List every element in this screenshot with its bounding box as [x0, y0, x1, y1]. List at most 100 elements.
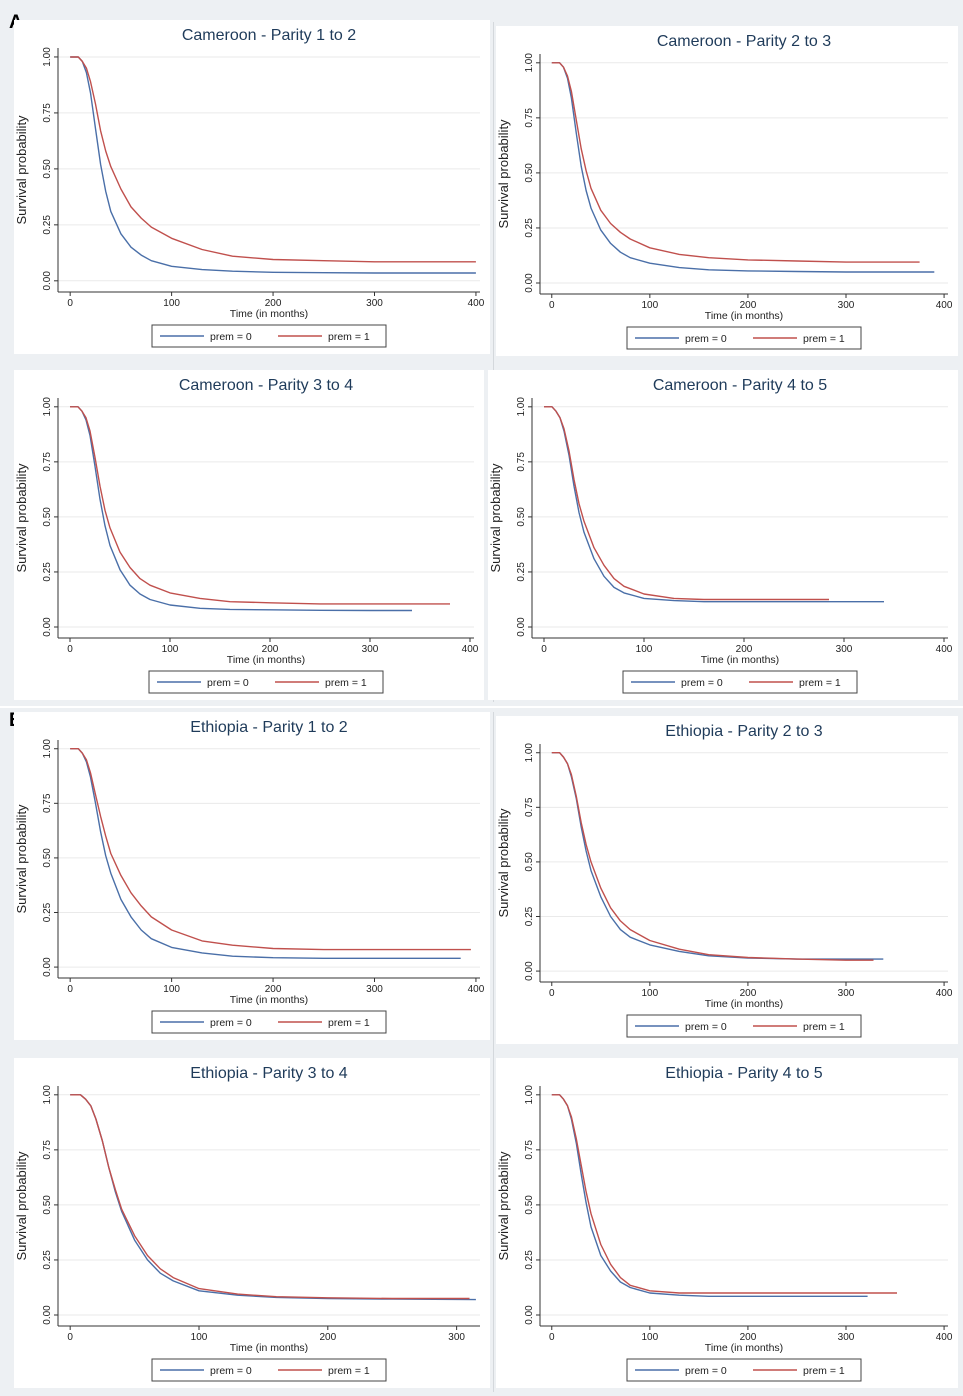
- series-line-prem-1: [544, 406, 829, 601]
- chart-svg: Ethiopia - Parity 3 to 4 0 100 200 300 0.00 0.…: [14, 1058, 490, 1388]
- y-tick-label: 0.00: [516, 617, 527, 637]
- y-tick-label: 1.00: [42, 1085, 53, 1105]
- chart-svg: Cameroon - Parity 2 to 3 0 100 200 300 400 0.0…: [496, 26, 958, 356]
- legend-entry: prem = 0: [207, 677, 249, 689]
- chart-title: Ethiopia - Parity 3 to 4: [190, 1065, 348, 1082]
- legend-box: [626, 1358, 862, 1382]
- y-axis-label: Survival probability: [496, 808, 511, 918]
- chart-title: Ethiopia - Parity 1 to 2: [190, 719, 348, 736]
- x-tick-label: 300: [836, 644, 853, 655]
- chart-cameroon-parity-4-to-5: Cameroon - Parity 4 to 5 0 100 200 300 400 0.0…: [488, 370, 958, 700]
- chart-svg: Ethiopia - Parity 1 to 2 0 100 200 300 400 0.0…: [14, 712, 490, 1040]
- x-axis-label: Time (in months): [701, 654, 779, 666]
- legend-entry: prem = 0: [685, 1365, 727, 1377]
- y-tick-label: 0.00: [524, 1305, 535, 1325]
- y-axis-label: Survival probability: [14, 115, 29, 225]
- legend-entry: prem = 0: [210, 1365, 252, 1377]
- legend-box: [151, 324, 387, 348]
- chart-svg: Cameroon - Parity 1 to 2 0 100 200 300 400 0.0…: [14, 20, 490, 354]
- x-tick-label: 200: [262, 644, 279, 655]
- chart-title: Cameroon - Parity 3 to 4: [179, 377, 353, 394]
- x-tick-label: 200: [740, 1332, 757, 1343]
- x-tick-label: 0: [541, 644, 547, 655]
- y-tick-label: 0.25: [524, 218, 535, 238]
- series-line-prem-0: [70, 56, 476, 274]
- chart-cameroon-parity-3-to-4: Cameroon - Parity 3 to 4 0 100 200 300 400 0.0…: [14, 370, 484, 700]
- x-axis-label: Time (in months): [705, 998, 783, 1010]
- y-axis-label: Survival probability: [488, 463, 503, 573]
- x-tick-label: 300: [366, 298, 383, 309]
- y-axis-label: Survival probability: [496, 119, 511, 229]
- y-tick-label: 0.25: [524, 1250, 535, 1270]
- y-axis-label: Survival probability: [496, 1151, 511, 1261]
- chart-background: [14, 370, 484, 700]
- chart-background: [14, 20, 490, 354]
- legend-entry: prem = 0: [685, 333, 727, 345]
- x-tick-label: 100: [642, 300, 659, 311]
- x-tick-label: 300: [838, 988, 855, 999]
- y-tick-label: 0.50: [42, 848, 53, 868]
- chart-svg: Cameroon - Parity 3 to 4 0 100 200 300 400 0.0…: [14, 370, 484, 700]
- y-tick-label: 0.50: [516, 507, 527, 527]
- y-tick-label: 0.75: [524, 797, 535, 817]
- chart-title: Cameroon - Parity 2 to 3: [657, 33, 831, 50]
- x-axis-label: Time (in months): [227, 654, 305, 666]
- y-tick-label: 0.25: [42, 1250, 53, 1270]
- x-tick-label: 100: [191, 1332, 208, 1343]
- chart-title: Ethiopia - Parity 2 to 3: [665, 723, 823, 740]
- x-tick-label: 400: [936, 300, 953, 311]
- y-tick-label: 0.25: [524, 906, 535, 926]
- legend-entry: prem = 1: [328, 1017, 370, 1029]
- x-tick-label: 300: [838, 1332, 855, 1343]
- x-axis-label: Time (in months): [705, 1342, 783, 1354]
- y-tick-label: 0.25: [516, 562, 527, 582]
- y-tick-label: 0.75: [516, 452, 527, 472]
- legend-entry: prem = 1: [803, 333, 845, 345]
- y-tick-label: 0.50: [42, 507, 53, 527]
- y-tick-label: 0.75: [524, 108, 535, 128]
- x-tick-label: 100: [642, 1332, 659, 1343]
- legend-entry: prem = 1: [803, 1021, 845, 1033]
- legend-box: [148, 670, 384, 694]
- chart-cameroon-parity-2-to-3: Cameroon - Parity 2 to 3 0 100 200 300 400 0.0…: [496, 26, 958, 356]
- series-line-prem-1: [551, 62, 920, 263]
- legend-box: [626, 1014, 862, 1038]
- series-line-prem-0: [551, 62, 935, 273]
- chart-title: Ethiopia - Parity 4 to 5: [665, 1065, 823, 1082]
- legend-entry: prem = 1: [325, 677, 367, 689]
- x-tick-label: 400: [936, 644, 953, 655]
- x-tick-label: 0: [67, 1332, 73, 1343]
- chart-title: Cameroon - Parity 1 to 2: [182, 27, 356, 44]
- x-tick-label: 100: [163, 298, 180, 309]
- y-tick-label: 0.75: [42, 793, 53, 813]
- x-axis-label: Time (in months): [705, 310, 783, 322]
- x-tick-label: 300: [448, 1332, 465, 1343]
- y-tick-label: 0.50: [524, 163, 535, 183]
- chart-background: [14, 712, 490, 1040]
- chart-title: Cameroon - Parity 4 to 5: [653, 377, 827, 394]
- y-tick-label: 0.00: [42, 957, 53, 977]
- legend-entry: prem = 0: [681, 677, 723, 689]
- x-tick-label: 300: [366, 984, 383, 995]
- legend-entry: prem = 0: [210, 331, 252, 343]
- y-tick-label: 1.00: [524, 743, 535, 763]
- chart-ethiopia-parity-1-to-2: Ethiopia - Parity 1 to 2 0 100 200 300 400 0.0…: [14, 712, 490, 1040]
- x-tick-label: 200: [736, 644, 753, 655]
- legend-entry: prem = 0: [210, 1017, 252, 1029]
- series-line-prem-1: [70, 406, 450, 605]
- chart-background: [488, 370, 958, 700]
- y-tick-label: 0.25: [42, 902, 53, 922]
- chart-background: [496, 26, 958, 356]
- x-tick-label: 0: [67, 644, 73, 655]
- series-line-prem-1: [70, 1094, 470, 1300]
- legend-entry: prem = 0: [685, 1021, 727, 1033]
- y-tick-label: 1.00: [516, 397, 527, 417]
- chart-ethiopia-parity-4-to-5: Ethiopia - Parity 4 to 5 0 100 200 300 400 0.0…: [496, 1058, 958, 1388]
- column-divider-a: [493, 22, 494, 702]
- x-tick-label: 200: [265, 298, 282, 309]
- y-tick-label: 0.00: [42, 271, 53, 291]
- x-tick-label: 0: [67, 298, 73, 309]
- x-tick-label: 400: [936, 988, 953, 999]
- x-tick-label: 200: [319, 1332, 336, 1343]
- x-tick-label: 0: [549, 988, 555, 999]
